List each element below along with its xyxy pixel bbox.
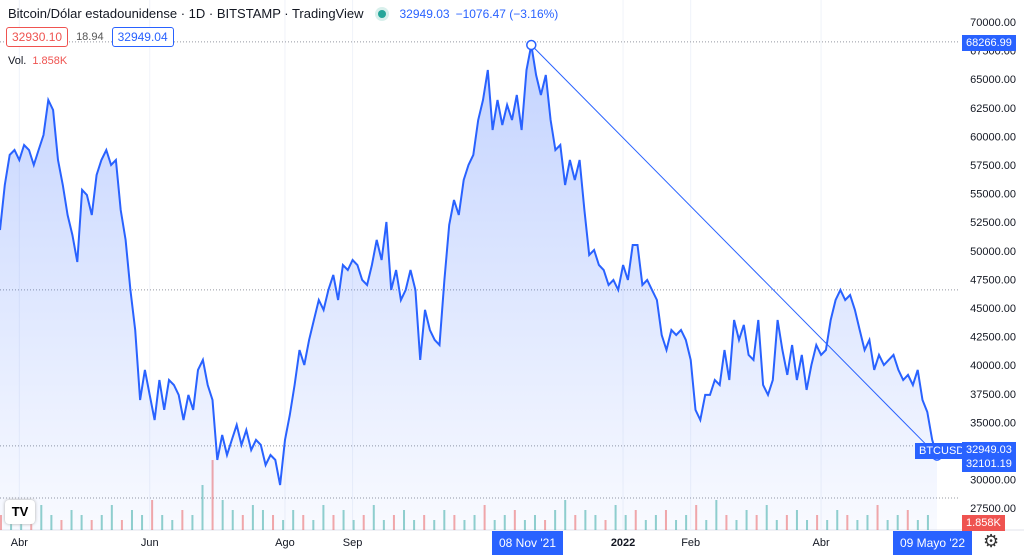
y-tick-label: 60000.00 (970, 131, 1016, 143)
chart-header: Bitcoin/Dólar estadounidense · 1D · BITS… (8, 6, 558, 21)
y-tick-label: 50000.00 (970, 246, 1016, 258)
x-tick-label: Ago (275, 537, 295, 549)
market-status-icon (377, 9, 386, 18)
y-tick-label: 65000.00 (970, 74, 1016, 86)
volume-tag: 1.858K (962, 515, 1005, 531)
x-tick-label: Jun (141, 537, 159, 549)
y-tick-label: 47500.00 (970, 274, 1016, 286)
volume-label: Vol. (8, 55, 27, 67)
y-tick-label: 42500.00 (970, 332, 1016, 344)
last-price-tag: 32949.03 (962, 442, 1016, 457)
x-tick-label: 2022 (611, 537, 635, 549)
settings-gear-icon[interactable]: ⚙ (983, 531, 1000, 551)
symbol-tag: BTCUSD (915, 443, 969, 459)
x-tick-label: Abr (11, 537, 28, 549)
y-tick-label: 40000.00 (970, 360, 1016, 372)
y-tick-label: 62500.00 (970, 103, 1016, 115)
x-tick-label: Abr (813, 537, 830, 549)
y-tick-label: 57500.00 (970, 160, 1016, 172)
y-tick-label: 35000.00 (970, 417, 1016, 429)
volume-value: 1.858K (32, 55, 68, 67)
spread: 18.94 (76, 31, 104, 43)
last-price: 32949.03 (399, 6, 450, 21)
symbol-title: Bitcoin/Dólar estadounidense · 1D · BITS… (8, 6, 364, 21)
price-area (0, 45, 937, 530)
trend-start-handle (526, 39, 537, 51)
y-tick-label: 55000.00 (970, 189, 1016, 201)
price-change: −1076.47 (−3.16%) (455, 6, 559, 21)
quote-row: 32930.10 18.94 32949.04 (6, 27, 174, 47)
low-price-tag: 32101.19 (962, 457, 1016, 472)
y-tick-label: 70000.00 (970, 17, 1016, 29)
x-tick-label: Feb (681, 537, 700, 549)
price-line (0, 44, 938, 486)
volume-legend: Vol. 1.858K (8, 55, 67, 67)
y-tick-label: 27500.00 (970, 503, 1016, 515)
sell-button[interactable]: 32930.10 (6, 27, 69, 47)
y-tick-label: 30000.00 (970, 475, 1016, 487)
high-date-tag: 08 Nov '21 (492, 531, 563, 555)
trend-line (530, 44, 938, 456)
y-tick-label: 52500.00 (970, 217, 1016, 229)
tradingview-logo[interactable]: TV (5, 500, 35, 524)
y-tick-label: 37500.00 (970, 389, 1016, 401)
buy-button[interactable]: 32949.04 (111, 27, 174, 47)
x-tick-label: Sep (343, 537, 363, 549)
high-price-tag: 68266.99 (962, 35, 1016, 51)
last-date-tag: 09 Mayo '22 (893, 531, 972, 555)
y-tick-label: 45000.00 (970, 303, 1016, 315)
